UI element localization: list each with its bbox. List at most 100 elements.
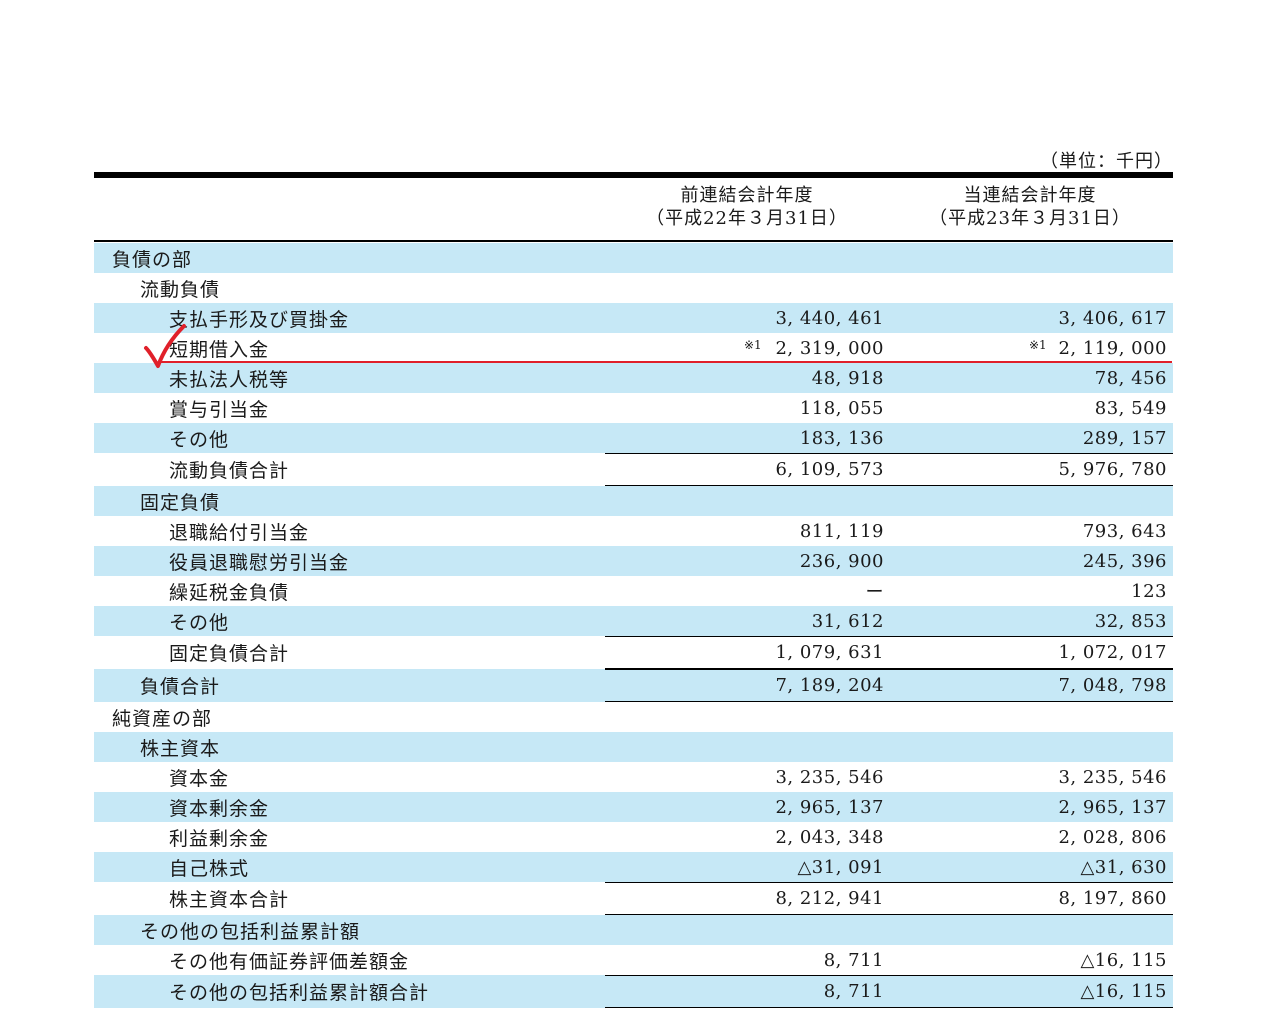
- column-header-prev-date: （平成22年３月31日）: [646, 208, 848, 229]
- table-row: 役員退職慰労引当金 236, 900 245, 396: [94, 546, 1173, 576]
- table-row: 繰延税金負債 ー 123: [94, 576, 1173, 606]
- table-row: 支払手形及び買掛金 3, 440, 461 3, 406, 617: [94, 303, 1173, 333]
- table-row: その他の包括利益累計額: [94, 915, 1173, 945]
- value-curr-year: △16, 115: [1080, 949, 1167, 971]
- row-label: その他の包括利益累計額: [140, 920, 361, 943]
- column-header-prev-year: 前連結会計年度 （平成22年３月31日）: [617, 184, 877, 230]
- row-label: 流動負債合計: [169, 460, 290, 482]
- row-label: 流動負債: [140, 278, 221, 301]
- table-top-rule: [94, 172, 1173, 178]
- total-row: その他の包括利益累計額合計 8, 711 △16, 115: [94, 975, 1173, 1008]
- footnote-marker: ※1: [1029, 338, 1047, 352]
- row-label: 短期借入金: [169, 338, 270, 361]
- row-label: その他: [169, 611, 230, 634]
- value-prev-year: 118, 055: [799, 397, 884, 419]
- value-prev-year: 236, 900: [799, 550, 884, 572]
- value-curr-year: 2, 965, 137: [1058, 796, 1167, 818]
- row-label: 株主資本合計: [169, 889, 290, 911]
- row-label: その他の包括利益累計額合計: [169, 982, 430, 1004]
- value-prev-year: △31, 091: [797, 856, 884, 878]
- value-curr-year: 2, 119, 000: [1058, 337, 1167, 359]
- value-curr-year: 7, 048, 798: [1058, 675, 1167, 696]
- value-curr-year: 793, 643: [1082, 520, 1167, 542]
- row-label: 支払手形及び買掛金: [169, 308, 350, 331]
- value-prev-year: 48, 918: [811, 367, 884, 389]
- unit-label: （単位：千円）: [1040, 151, 1173, 172]
- value-prev-year: 2, 043, 348: [775, 826, 884, 848]
- value-curr-year: △16, 115: [1080, 981, 1167, 1002]
- table-row: 短期借入金 ※1 ※1 2, 319, 000 2, 119, 000: [94, 333, 1173, 363]
- row-label: 利益剰余金: [169, 827, 270, 850]
- value-curr-year: 123: [1131, 580, 1167, 602]
- table-row: 純資産の部: [94, 702, 1173, 732]
- row-label: 資本剰余金: [169, 797, 270, 820]
- header-rule: [94, 240, 1173, 242]
- value-prev-year: 811, 119: [799, 520, 884, 542]
- value-prev-year: 8, 711: [823, 981, 884, 1002]
- value-prev-year: 1, 079, 631: [775, 642, 884, 663]
- total-row: 流動負債合計 6, 109, 573 5, 976, 780: [94, 453, 1173, 486]
- value-curr-year: 5, 976, 780: [1058, 459, 1167, 480]
- value-prev-year: 3, 440, 461: [775, 307, 884, 329]
- column-header-curr-year: 当連結会計年度 （平成23年３月31日）: [900, 184, 1160, 230]
- value-curr-year: 32, 853: [1094, 610, 1167, 632]
- value-prev-year: 8, 711: [823, 949, 884, 971]
- value-prev-year: 2, 319, 000: [775, 337, 884, 359]
- row-label: 未払法人税等: [169, 368, 290, 391]
- value-curr-year: 83, 549: [1094, 397, 1167, 419]
- table-row: 固定負債: [94, 486, 1173, 516]
- total-row: 負債合計 7, 189, 204 7, 048, 798: [94, 669, 1173, 702]
- table-row: その他 183, 136 289, 157: [94, 423, 1173, 453]
- row-label: 株主資本: [140, 737, 221, 760]
- row-label: 資本金: [169, 767, 230, 790]
- value-curr-year: 8, 197, 860: [1058, 888, 1167, 909]
- balance-sheet-table: 負債の部 流動負債 支払手形及び買掛金 3, 440, 461 3, 406, 617 短…: [94, 243, 1173, 1008]
- value-curr-year: 78, 456: [1094, 367, 1167, 389]
- row-label: 自己株式: [169, 857, 250, 880]
- row-label: 繰延税金負債: [169, 581, 290, 604]
- value-curr-year: △31, 630: [1080, 856, 1167, 878]
- table-row: その他 31, 612 32, 853: [94, 606, 1173, 636]
- row-label: 負債合計: [140, 676, 221, 698]
- table-row: 流動負債: [94, 273, 1173, 303]
- value-prev-year: 183, 136: [799, 427, 884, 449]
- total-row: 株主資本合計 8, 212, 941 8, 197, 860: [94, 882, 1173, 915]
- table-row: 未払法人税等 48, 918 78, 456: [94, 363, 1173, 393]
- value-prev-year: 3, 235, 546: [775, 766, 884, 788]
- table-row: 資本金 3, 235, 546 3, 235, 546: [94, 762, 1173, 792]
- total-row: 固定負債合計 1, 079, 631 1, 072, 017: [94, 636, 1173, 669]
- value-prev-year: 7, 189, 204: [775, 675, 884, 696]
- column-header-curr-title: 当連結会計年度: [963, 185, 1097, 206]
- table-row: 資本剰余金 2, 965, 137 2, 965, 137: [94, 792, 1173, 822]
- value-curr-year: 3, 235, 546: [1058, 766, 1167, 788]
- value-prev-year: 8, 212, 941: [775, 888, 884, 909]
- table-row: 賞与引当金 118, 055 83, 549: [94, 393, 1173, 423]
- row-label: 固定負債: [140, 491, 221, 514]
- row-label: 退職給付引当金: [169, 521, 310, 544]
- row-label: 負債の部: [112, 248, 193, 271]
- checkmark-icon: [144, 324, 186, 368]
- row-label: 役員退職慰労引当金: [169, 551, 350, 574]
- value-curr-year: 245, 396: [1082, 550, 1167, 572]
- row-label: 固定負債合計: [169, 643, 290, 665]
- value-curr-year: 2, 028, 806: [1058, 826, 1167, 848]
- value-prev-year: ー: [865, 582, 884, 603]
- row-label: その他: [169, 428, 230, 451]
- column-header-curr-date: （平成23年３月31日）: [929, 208, 1131, 229]
- value-prev-year: 2, 965, 137: [775, 796, 884, 818]
- row-label: 純資産の部: [112, 707, 213, 730]
- table-row: 自己株式 △31, 091 △31, 630: [94, 852, 1173, 882]
- value-prev-year: 31, 612: [811, 610, 884, 632]
- column-header-prev-title: 前連結会計年度: [680, 185, 814, 206]
- red-underline-annotation: [158, 361, 1172, 363]
- table-row: 株主資本: [94, 732, 1173, 762]
- value-curr-year: 1, 072, 017: [1058, 642, 1167, 663]
- row-label: その他有価証券評価差額金: [169, 950, 410, 973]
- table-row: 退職給付引当金 811, 119 793, 643: [94, 516, 1173, 546]
- value-prev-year: 6, 109, 573: [775, 459, 884, 480]
- table-row: 利益剰余金 2, 043, 348 2, 028, 806: [94, 822, 1173, 852]
- row-label: 賞与引当金: [169, 398, 270, 421]
- footnote-marker: ※1: [744, 338, 762, 352]
- table-row: その他有価証券評価差額金 8, 711 △16, 115: [94, 945, 1173, 975]
- table-row: 負債の部: [94, 243, 1173, 273]
